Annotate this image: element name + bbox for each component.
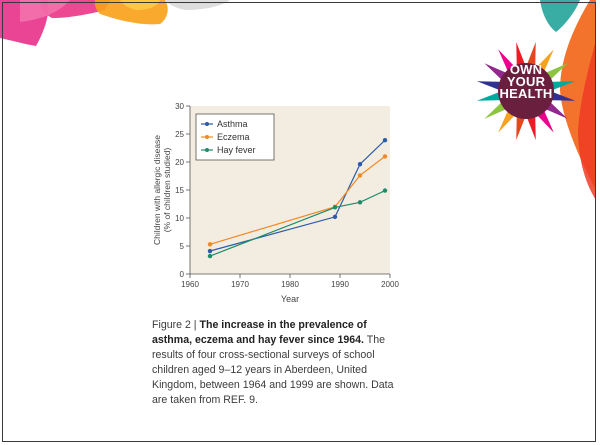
y-axis-label: Children with allergic disease <box>152 135 162 245</box>
data-point <box>207 242 213 247</box>
series-line-eczema <box>209 155 386 245</box>
y-tick-label: 10 <box>175 214 184 223</box>
brush-stroke-pink-light <box>20 0 70 22</box>
x-tick-label: 1960 <box>181 280 199 289</box>
y-axis-label: (% of children studied) <box>162 148 172 233</box>
slide-frame <box>2 2 596 442</box>
data-point <box>382 137 388 143</box>
logo-line: HEALTH <box>499 86 553 101</box>
legend-marker <box>205 135 209 139</box>
x-tick-label: 1990 <box>331 280 349 289</box>
legend-label: Asthma <box>217 119 248 129</box>
brush-stroke-teal <box>540 0 580 32</box>
data-point <box>207 253 213 259</box>
caption-title: The increase in the prevalence of asthma… <box>152 319 367 346</box>
y-tick-label: 25 <box>175 130 184 139</box>
y-tick-label: 5 <box>180 242 185 251</box>
caption-body: The results of four cross-sectional surv… <box>152 334 394 406</box>
legend-label: Hay fever <box>217 145 256 155</box>
data-point <box>382 188 388 193</box>
logo-text: OWN YOUR HEALTH <box>474 62 578 101</box>
y-tick-label: 20 <box>175 158 184 167</box>
logo-line: OWN <box>509 62 543 77</box>
x-tick-label: 1970 <box>231 280 249 289</box>
data-point <box>332 205 338 210</box>
data-point <box>357 162 363 167</box>
data-point <box>357 200 363 205</box>
brush-stroke-red-right <box>578 40 596 200</box>
figure-caption: Figure 2 | The increase in the prevalenc… <box>152 318 402 408</box>
series-line-hay-fever <box>209 190 386 257</box>
legend-marker <box>205 122 209 126</box>
y-tick-label: 30 <box>175 102 184 111</box>
x-tick-label: 1980 <box>281 280 299 289</box>
caption-prefix: Figure 2 | <box>152 319 200 331</box>
y-tick-label: 15 <box>175 186 184 195</box>
starburst-center <box>498 63 554 119</box>
data-point <box>207 248 213 254</box>
legend-marker <box>205 148 209 152</box>
x-axis-label: Year <box>281 294 299 304</box>
star-burst-icon <box>476 41 576 141</box>
data-point <box>357 173 363 178</box>
y-tick-label: 0 <box>180 270 185 279</box>
logo-line: YOUR <box>506 74 546 89</box>
legend-label: Eczema <box>217 132 250 142</box>
own-your-health-logo: OWN YOUR HEALTH <box>474 39 578 143</box>
data-point <box>332 214 338 220</box>
data-point <box>382 154 388 159</box>
x-tick-label: 2000 <box>381 280 399 289</box>
